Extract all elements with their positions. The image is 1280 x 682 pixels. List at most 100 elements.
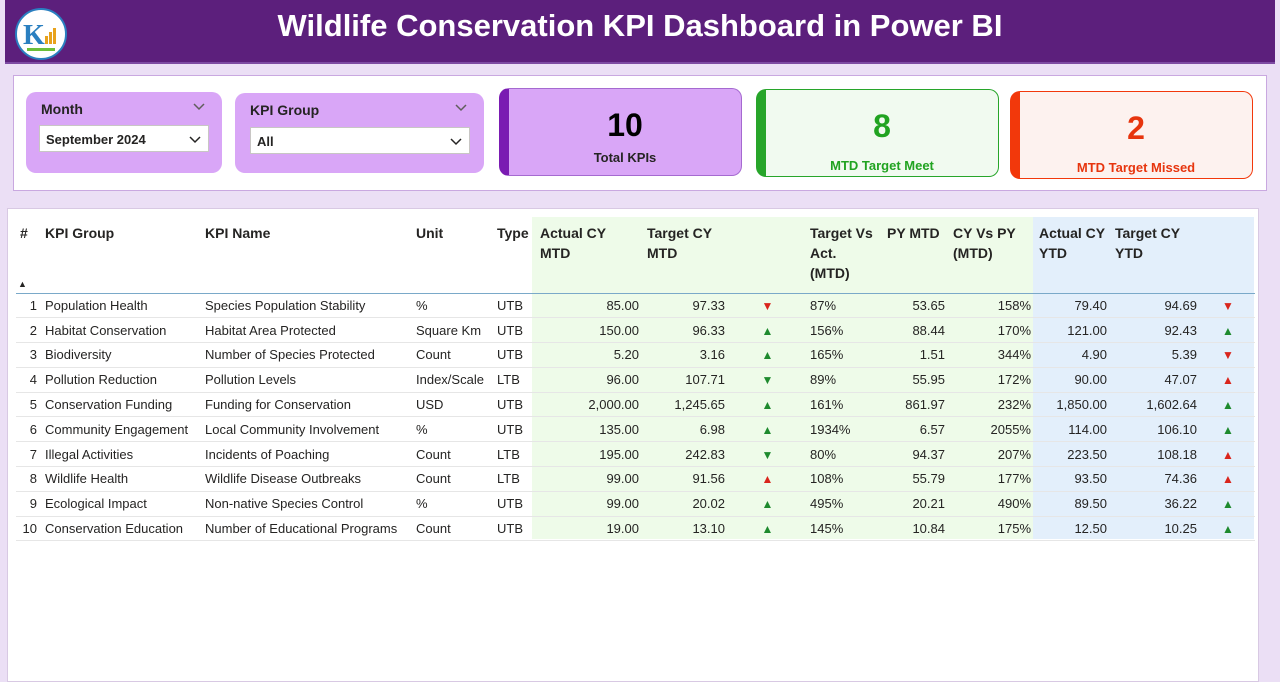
- month-slicer[interactable]: Month September 2024: [26, 92, 222, 173]
- cy-vs-py-cell: 170%: [949, 317, 1035, 344]
- row-number: 9: [16, 491, 41, 517]
- page-title: Wildlife Conservation KPI Dashboard in P…: [277, 8, 1003, 43]
- unit-cell: %: [412, 416, 493, 443]
- actual-cy-ytd-cell: 114.00: [1035, 416, 1111, 443]
- table-row[interactable]: 6 Community Engagement Local Community Inv…: [16, 416, 1255, 443]
- target-vs-act-cell: 1934%: [806, 416, 883, 443]
- actual-cy-ytd-cell: 121.00: [1035, 317, 1111, 344]
- month-dropdown[interactable]: September 2024: [39, 125, 209, 152]
- actual-cy-ytd-cell: 79.40: [1035, 293, 1111, 319]
- mtd-status-icon: ▲: [729, 317, 806, 344]
- ytd-status-icon: ▲: [1201, 416, 1255, 443]
- target-cy-mtd-cell: 3.16: [643, 342, 729, 368]
- target-cy-ytd-cell: 92.43: [1111, 317, 1201, 344]
- target-cy-mtd-cell: 91.56: [643, 466, 729, 492]
- column-header[interactable]: CY Vs PY (MTD): [949, 217, 1035, 294]
- dashboard-header: K: [5, 0, 1275, 64]
- triangle-up-icon: ▲: [761, 497, 774, 512]
- column-header[interactable]: Actual CY MTD: [536, 217, 643, 294]
- chevron-down-icon[interactable]: [188, 132, 202, 146]
- mtd-target-missed-card: 2 MTD Target Missed: [1010, 91, 1253, 179]
- svg-text:K: K: [23, 20, 45, 51]
- unit-cell: Square Km: [412, 317, 493, 344]
- actual-cy-mtd-cell: 135.00: [536, 416, 643, 443]
- kpi-group-slicer[interactable]: KPI Group All: [235, 93, 484, 173]
- table-row[interactable]: 5 Conservation Funding Funding for Conserv…: [16, 392, 1255, 418]
- column-header[interactable]: [729, 217, 806, 294]
- kpi-group-cell: Illegal Activities: [41, 441, 201, 468]
- target-cy-ytd-cell: 1,602.64: [1111, 392, 1201, 418]
- unit-cell: %: [412, 293, 493, 319]
- row-number: 5: [16, 392, 41, 418]
- actual-cy-ytd-cell: 1,850.00: [1035, 392, 1111, 418]
- mtd-status-icon: ▲: [729, 491, 806, 517]
- chevron-down-icon[interactable]: [449, 134, 463, 148]
- table-row[interactable]: 4 Pollution Reduction Pollution Levels Inde…: [16, 367, 1255, 393]
- column-header[interactable]: Actual CY YTD: [1035, 217, 1111, 294]
- target-cy-ytd-cell: 47.07: [1111, 367, 1201, 393]
- target-vs-act-cell: 80%: [806, 441, 883, 468]
- row-number: 7: [16, 441, 41, 468]
- column-header[interactable]: Target CY MTD: [643, 217, 729, 294]
- type-cell: UTB: [493, 516, 536, 542]
- column-header[interactable]: Type: [493, 217, 536, 294]
- table-row[interactable]: 8 Wildlife Health Wildlife Disease Outbrea…: [16, 466, 1255, 492]
- table-row[interactable]: 9 Ecological Impact Non-native Species Con…: [16, 491, 1255, 517]
- row-number: 6: [16, 416, 41, 443]
- ytd-status-icon: ▼: [1201, 342, 1255, 368]
- kpi-group-dropdown[interactable]: All: [250, 127, 470, 154]
- actual-cy-ytd-cell: 93.50: [1035, 466, 1111, 492]
- triangle-up-icon: ▲: [1222, 522, 1234, 537]
- table-row[interactable]: 3 Biodiversity Number of Species Protected…: [16, 342, 1255, 368]
- target-cy-mtd-cell: 97.33: [643, 293, 729, 319]
- chevron-down-icon[interactable]: [454, 100, 468, 114]
- mtd-status-icon: ▲: [729, 416, 806, 443]
- target-cy-mtd-cell: 13.10: [643, 516, 729, 542]
- kpi-group-cell: Conservation Education: [41, 516, 201, 542]
- kpi-group-cell: Biodiversity: [41, 342, 201, 368]
- actual-cy-ytd-cell: 223.50: [1035, 441, 1111, 468]
- ytd-status-icon: ▲: [1201, 441, 1255, 468]
- chevron-down-icon[interactable]: [192, 99, 206, 113]
- triangle-up-icon: ▲: [1222, 497, 1234, 512]
- company-logo: K: [15, 8, 67, 60]
- mtd-status-icon: ▼: [729, 367, 806, 393]
- actual-cy-mtd-cell: 2,000.00: [536, 392, 643, 418]
- column-header[interactable]: Target Vs Act. (MTD): [806, 217, 883, 294]
- kpi-name-cell: Habitat Area Protected: [201, 317, 412, 344]
- mtd-target-meet-label: MTD Target Meet: [830, 158, 934, 173]
- target-cy-mtd-cell: 6.98: [643, 416, 729, 443]
- column-header[interactable]: #: [16, 217, 41, 294]
- triangle-up-icon: ▲: [761, 398, 774, 413]
- cy-vs-py-cell: 207%: [949, 441, 1035, 468]
- target-vs-act-cell: 108%: [806, 466, 883, 492]
- actual-cy-ytd-cell: 90.00: [1035, 367, 1111, 393]
- kpi-name-cell: Species Population Stability: [201, 293, 412, 319]
- py-mtd-cell: 6.57: [883, 416, 949, 443]
- column-header[interactable]: Target CY YTD: [1111, 217, 1201, 294]
- column-header[interactable]: [1201, 217, 1255, 294]
- table-row[interactable]: 7 Illegal Activities Incidents of Poaching…: [16, 441, 1255, 468]
- py-mtd-cell: 861.97: [883, 392, 949, 418]
- triangle-down-icon: ▼: [1222, 298, 1234, 313]
- py-mtd-cell: 53.65: [883, 293, 949, 319]
- table-row[interactable]: 1 Population Health Species Population Sta…: [16, 293, 1255, 319]
- mtd-status-icon: ▼: [729, 293, 806, 319]
- table-row[interactable]: 2 Habitat Conservation Habitat Area Protec…: [16, 317, 1255, 344]
- column-header[interactable]: KPI Group: [41, 217, 201, 294]
- column-header[interactable]: Unit: [412, 217, 493, 294]
- target-cy-ytd-cell: 5.39: [1111, 342, 1201, 368]
- target-cy-mtd-cell: 1,245.65: [643, 392, 729, 418]
- py-mtd-cell: 10.84: [883, 516, 949, 542]
- mtd-status-icon: ▲: [729, 466, 806, 492]
- kpi-name-cell: Local Community Involvement: [201, 416, 412, 443]
- kpi-group-cell: Community Engagement: [41, 416, 201, 443]
- column-header[interactable]: KPI Name: [201, 217, 412, 294]
- triangle-down-icon: ▼: [1222, 348, 1234, 363]
- column-header[interactable]: PY MTD: [883, 217, 949, 294]
- table-row[interactable]: 10 Conservation Education Number of Educat…: [16, 516, 1255, 542]
- actual-cy-ytd-cell: 89.50: [1035, 491, 1111, 517]
- target-vs-act-cell: 156%: [806, 317, 883, 344]
- mtd-target-meet-card: 8 MTD Target Meet: [756, 89, 999, 177]
- mtd-status-icon: ▼: [729, 441, 806, 468]
